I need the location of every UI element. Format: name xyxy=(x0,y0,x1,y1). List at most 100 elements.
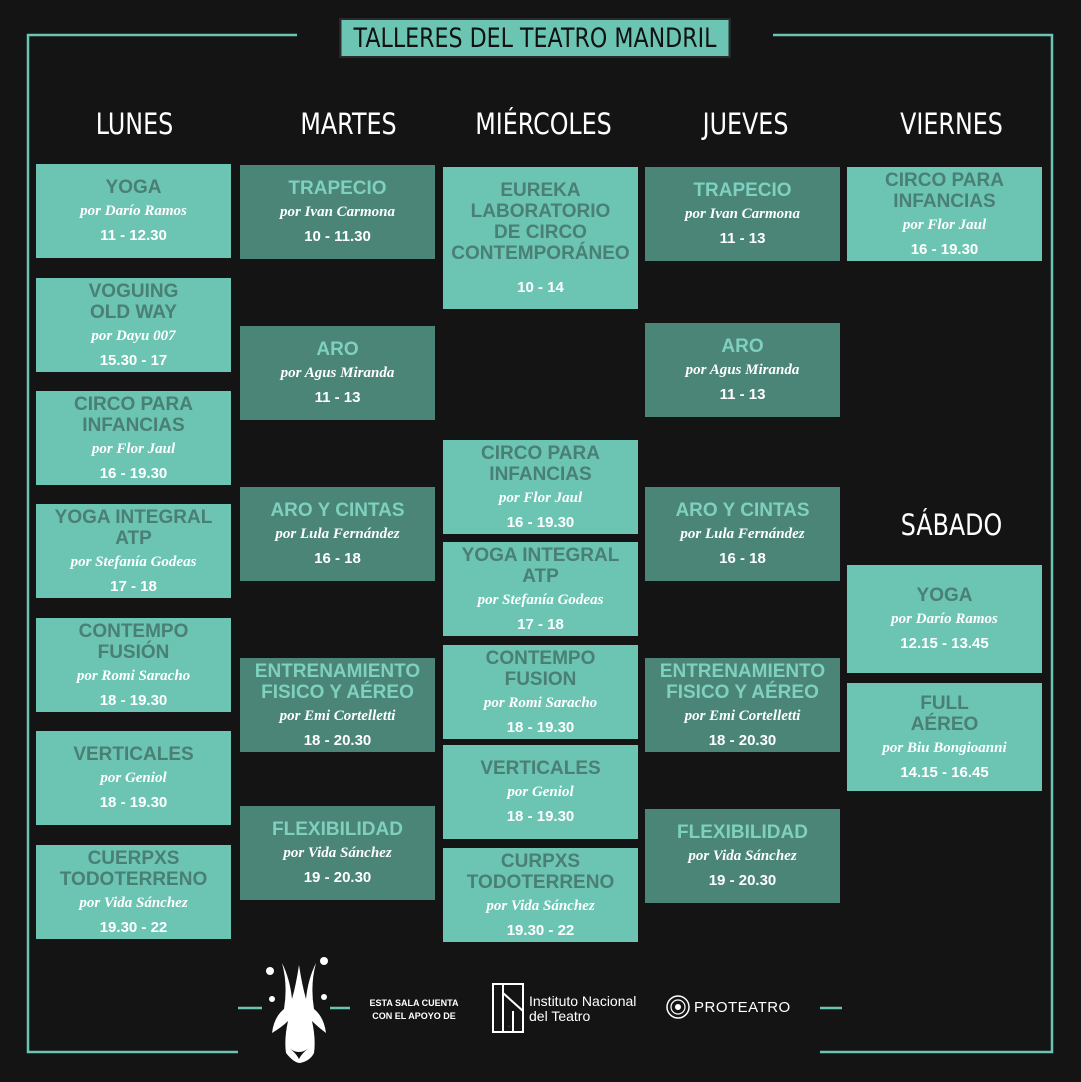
workshop-card: VOGUING OLD WAY por Dayu 007 15.30 - 17 xyxy=(36,278,231,372)
workshop-teacher: por Flor Jaul xyxy=(91,440,176,457)
workshop-time: 14.15 - 16.45 xyxy=(900,763,989,781)
workshop-card: ARO Y CINTAS por Lula Fernández 16 - 18 xyxy=(645,487,840,581)
day-heading-martes: MARTES xyxy=(300,107,397,141)
workshop-teacher: por Emi Cortelletti xyxy=(279,707,396,724)
workshop-time: 16 - 19.30 xyxy=(506,513,575,531)
workshop-name: FLEXIBILIDAD xyxy=(677,822,808,843)
workshop-name: ENTRENAMIENTO FISICO Y AÉREO xyxy=(254,660,421,703)
workshop-time: 16 - 19.30 xyxy=(910,240,979,258)
workshop-card: TRAPECIO por Ivan Carmona 10 - 11.30 xyxy=(240,165,435,259)
workshop-name: CIRCO PARA INFANCIAS xyxy=(481,442,600,485)
workshop-card: EUREKA LABORATORIO DE CIRCO CONTEMPORÁNE… xyxy=(443,167,638,309)
mandril-logo-icon xyxy=(266,957,328,1063)
workshop-time: 18 - 19.30 xyxy=(99,794,168,811)
day-heading-sabado: SÁBADO xyxy=(900,508,1003,542)
workshop-name: TRAPECIO xyxy=(288,178,387,199)
workshop-name: YOGA xyxy=(916,585,973,606)
workshop-card: YOGA por Darío Ramos 12.15 - 13.45 xyxy=(847,565,1042,673)
workshop-teacher: por Geniol xyxy=(507,784,574,800)
workshop-time: 18 - 19.30 xyxy=(99,691,168,709)
workshop-teacher: por Ivan Carmona xyxy=(279,204,396,220)
workshop-name: TRAPECIO xyxy=(693,180,792,201)
day-heading-jueves: JUEVES xyxy=(702,107,789,141)
workshop-time: 19.30 - 22 xyxy=(506,921,575,939)
day-heading-miercoles: MIÉRCOLES xyxy=(475,107,612,141)
workshop-card: ARO por Agus Miranda 11 - 13 xyxy=(645,323,840,417)
proteatro-logo-icon xyxy=(666,995,690,1019)
workshop-teacher: por Stefanía Godeas xyxy=(70,553,197,570)
day-heading-viernes: VIERNES xyxy=(900,107,1003,141)
workshop-time: 11 - 12.30 xyxy=(100,227,167,244)
workshop-name: EUREKA LABORATORIO DE CIRCO CONTEMPORÁNE… xyxy=(451,179,630,264)
workshop-name: ARO xyxy=(721,336,764,357)
workshop-card: FLEXIBILIDAD por Vida Sánchez 19 - 20.30 xyxy=(240,806,435,900)
workshop-time: 12.15 - 13.45 xyxy=(900,635,989,652)
workshop-name: ENTRENAMIENTO FISICO Y AÉREO xyxy=(659,660,826,703)
workshop-name: CUERPXS TODOTERRENO xyxy=(59,847,208,890)
workshop-time: 19.30 - 22 xyxy=(99,918,168,936)
workshop-name: FULL AÉREO xyxy=(910,692,979,735)
workshop-teacher: por Vida Sánchez xyxy=(688,848,797,864)
workshop-teacher: por Flor Jaul xyxy=(902,216,987,233)
workshop-name: FLEXIBILIDAD xyxy=(272,819,403,840)
workshop-teacher: por Lula Fernández xyxy=(275,526,400,542)
workshop-name: VERTICALES xyxy=(480,758,601,779)
workshop-teacher: por Geniol xyxy=(100,770,167,786)
support-text: ESTA SALA CUENTA CON EL APOYO DE xyxy=(369,998,459,1021)
workshop-card: CUERPXS TODOTERRENO por Vida Sánchez 19.… xyxy=(36,845,231,939)
workshop-teacher: por Dayu 007 xyxy=(91,327,176,344)
workshop-card: ARO Y CINTAS por Lula Fernández 16 - 18 xyxy=(240,487,435,581)
workshop-teacher: por Flor Jaul xyxy=(498,489,583,506)
proteatro-text: PROTEATRO xyxy=(694,999,791,1016)
workshop-name: ARO Y CINTAS xyxy=(675,500,810,521)
workshop-teacher: por Romi Saracho xyxy=(76,667,191,684)
workshop-time: 10 - 14 xyxy=(517,278,564,296)
workshop-teacher: por Romi Saracho xyxy=(483,694,598,711)
workshop-card: CIRCO PARA INFANCIAS por Flor Jaul 16 - … xyxy=(36,391,231,485)
workshop-card: CURPXS TODOTERRENO por Vida Sánchez 19.3… xyxy=(443,848,638,942)
workshop-card: CIRCO PARA INFANCIAS por Flor Jaul 16 - … xyxy=(847,167,1042,261)
poster-title: TALLERES DEL TEATRO MANDRIL xyxy=(339,18,731,58)
workshop-time: 18 - 19.30 xyxy=(506,808,575,825)
workshop-name: CURPXS TODOTERRENO xyxy=(466,850,615,893)
workshop-card: YOGA INTEGRAL ATP por Stefanía Godeas 17… xyxy=(443,542,638,636)
workshop-name: CONTEMPO FUSIÓN xyxy=(78,620,189,663)
workshop-time: 19 - 20.30 xyxy=(708,872,777,889)
instituto-nacional-logo-mark: INT xyxy=(508,1026,510,1028)
workshop-teacher: por Darío Ramos xyxy=(891,611,998,627)
workshop-time: 11 - 13 xyxy=(314,389,361,406)
workshop-time: 17 - 18 xyxy=(110,577,157,595)
workshop-teacher: por Agus Miranda xyxy=(685,362,800,378)
workshop-name: YOGA INTEGRAL ATP xyxy=(461,544,620,587)
workshop-card: FULL AÉREO por Biu Bongioanni 14.15 - 16… xyxy=(847,683,1042,791)
workshop-time: 15.30 - 17 xyxy=(99,351,168,369)
workshop-card: FLEXIBILIDAD por Vida Sánchez 19 - 20.30 xyxy=(645,809,840,903)
workshop-teacher: por Ivan Carmona xyxy=(684,206,801,222)
workshop-teacher: por Darío Ramos xyxy=(80,203,187,219)
workshop-time: 11 - 13 xyxy=(719,386,766,403)
workshop-teacher: por Vida Sánchez xyxy=(79,894,188,911)
workshop-time: 19 - 20.30 xyxy=(303,869,372,886)
workshop-name: YOGA INTEGRAL ATP xyxy=(54,506,213,549)
workshop-time: 10 - 11.30 xyxy=(304,228,371,245)
workshop-card: TRAPECIO por Ivan Carmona 11 - 13 xyxy=(645,167,840,261)
workshop-name: CIRCO PARA INFANCIAS xyxy=(74,393,193,436)
workshop-name: YOGA xyxy=(105,177,162,198)
workshop-teacher: por Vida Sánchez xyxy=(486,897,595,914)
workshop-card: CIRCO PARA INFANCIAS por Flor Jaul 16 - … xyxy=(443,440,638,534)
instituto-nacional-logo-icon: INT xyxy=(492,983,524,1033)
workshop-name: ARO xyxy=(316,339,359,360)
workshop-card: YOGA INTEGRAL ATP por Stefanía Godeas 17… xyxy=(36,504,231,598)
workshop-time: 18 - 19.30 xyxy=(506,718,575,736)
workshop-teacher: por Vida Sánchez xyxy=(283,845,392,861)
workshop-card: CONTEMPO FUSION por Romi Saracho 18 - 19… xyxy=(443,645,638,739)
workshop-time: 11 - 13 xyxy=(719,230,766,247)
workshop-time: 18 - 20.30 xyxy=(708,731,777,749)
workshop-time: 16 - 18 xyxy=(314,550,361,567)
workshop-card: YOGA por Darío Ramos 11 - 12.30 xyxy=(36,164,231,258)
workshop-time: 17 - 18 xyxy=(517,615,564,633)
workshop-name: CIRCO PARA INFANCIAS xyxy=(885,169,1004,212)
instituto-nacional-text: Instituto Nacional del Teatro xyxy=(529,993,637,1024)
workshop-card: VERTICALES por Geniol 18 - 19.30 xyxy=(36,731,231,825)
